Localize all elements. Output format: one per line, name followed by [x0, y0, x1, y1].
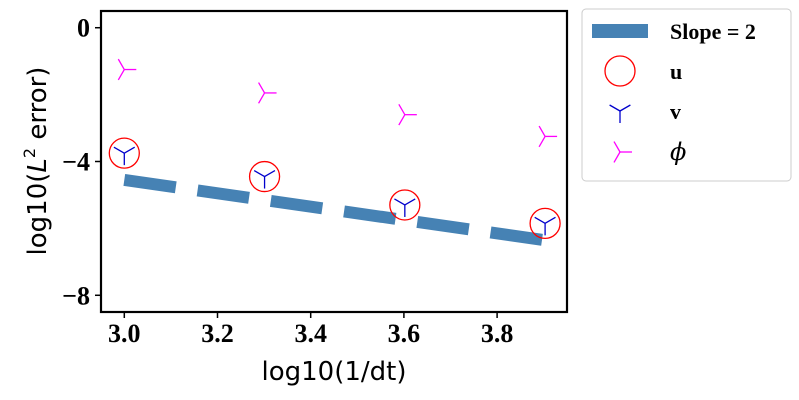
u-point [529, 207, 561, 240]
legend-label: u [670, 59, 682, 84]
x-tick-label: 3.4 [294, 319, 327, 348]
legend-frame [581, 8, 792, 182]
y-axis: 0 −4 −8 [62, 14, 101, 310]
legend-swatch-v [609, 104, 631, 123]
legend-label: v [670, 99, 681, 124]
y-tick-label: −8 [62, 281, 90, 310]
legend-label: Slope = 2 [670, 19, 756, 44]
y-axis-title: log10(L2 error) [20, 67, 53, 256]
legend-swatch-u [604, 55, 636, 87]
legend: Slope = 2 uvϕ [581, 8, 792, 182]
y-tick-label: 0 [77, 14, 90, 43]
v-point [534, 216, 556, 236]
legend-item: ϕ [613, 138, 686, 166]
legend-swatch-phi [613, 141, 632, 163]
phi-point [398, 103, 417, 126]
legend-item: Slope = 2 [592, 19, 756, 44]
u-point [248, 160, 281, 193]
x-axis: 3.0 3.2 3.4 3.6 3.8 [108, 312, 513, 348]
v-point [253, 169, 276, 189]
x-tick-label: 3.0 [108, 319, 141, 348]
x-axis-title: log10(1/dt) [261, 357, 406, 387]
phi-point [258, 82, 277, 104]
plot-frame [99, 9, 569, 314]
y-tick-label: −4 [62, 148, 90, 177]
u-point [108, 137, 140, 169]
u-point [389, 189, 421, 221]
legend-label: ϕ [670, 138, 686, 166]
phi-point [117, 58, 137, 81]
x-tick-label: 3.2 [201, 319, 234, 348]
plot-area [99, 9, 569, 314]
slope-2-line [123, 173, 546, 247]
legend-item: u [604, 55, 682, 87]
legend-item: v [609, 99, 681, 124]
v-point [113, 146, 136, 166]
x-tick-label: 3.6 [388, 319, 421, 348]
phi-point [538, 125, 558, 148]
x-tick-label: 3.8 [481, 319, 514, 348]
v-point [394, 198, 416, 217]
